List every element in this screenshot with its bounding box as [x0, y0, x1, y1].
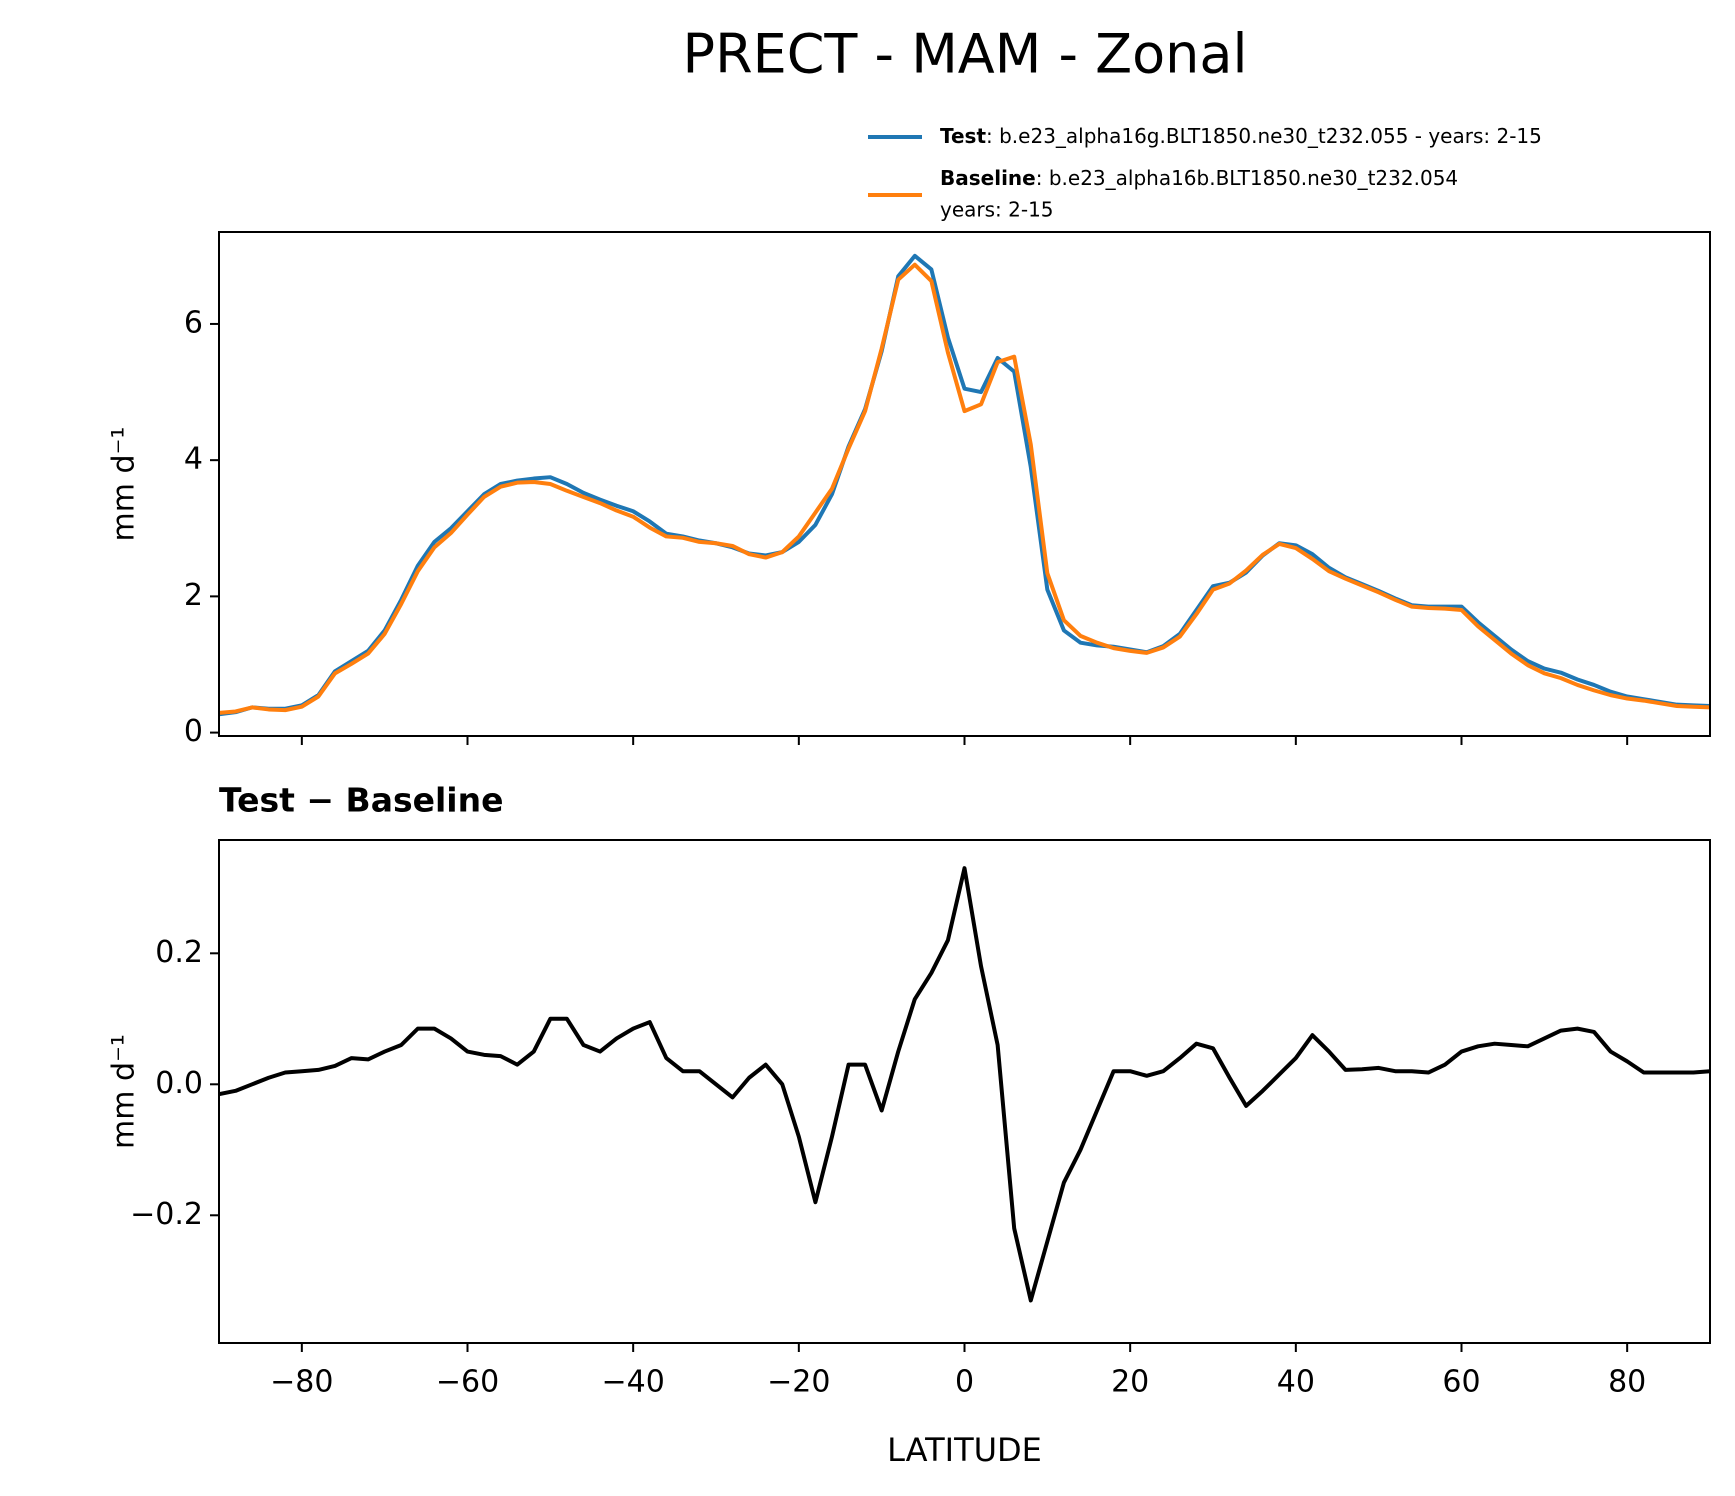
x-tick-label: 60: [1442, 1365, 1480, 1400]
x-tick-label: 40: [1277, 1365, 1315, 1400]
y-axis-label: mm d⁻¹: [107, 1034, 142, 1149]
legend-description: : b.e23_alpha16b.BLT1850.ne30_t232.054: [1036, 166, 1458, 190]
x-tick-label: 20: [1111, 1365, 1149, 1400]
legend-label: years: 2-15: [940, 198, 1054, 222]
x-tick-label: 0: [955, 1365, 974, 1400]
axes-frame: [218, 231, 1711, 737]
axes-frame: [218, 839, 1711, 1344]
y-axis-label: mm d⁻¹: [107, 427, 142, 542]
legend-name: Test: [940, 124, 986, 148]
x-tick-label: −80: [270, 1365, 333, 1400]
x-axis-label: LATITUDE: [887, 1431, 1042, 1469]
series-line: [219, 262, 1710, 715]
y-tick-label: 2: [184, 578, 203, 613]
x-tick-label: 80: [1608, 1365, 1646, 1400]
subplot-title: Test − Baseline: [219, 781, 504, 820]
x-tick-label: −20: [767, 1365, 830, 1400]
y-tick-label: 0: [184, 714, 203, 749]
series-line: [219, 866, 1710, 1303]
legend-name: Baseline: [940, 166, 1036, 190]
y-tick-label: −0.2: [130, 1197, 203, 1232]
series-line: [219, 253, 1710, 717]
x-tick-label: −40: [602, 1365, 665, 1400]
legend-description: : b.e23_alpha16g.BLT1850.ne30_t232.055 -…: [986, 124, 1542, 148]
x-tick-label: −60: [436, 1365, 499, 1400]
y-tick-label: 6: [184, 305, 203, 340]
legend-label: Baseline: b.e23_alpha16b.BLT1850.ne30_t2…: [940, 166, 1458, 190]
y-tick-label: 0.0: [155, 1066, 203, 1101]
y-tick-label: 0.2: [155, 935, 203, 970]
legend-label: Test: b.e23_alpha16g.BLT1850.ne30_t232.0…: [940, 124, 1542, 148]
y-tick-label: 4: [184, 442, 203, 477]
figure-title: PRECT - MAM - Zonal: [683, 23, 1248, 86]
